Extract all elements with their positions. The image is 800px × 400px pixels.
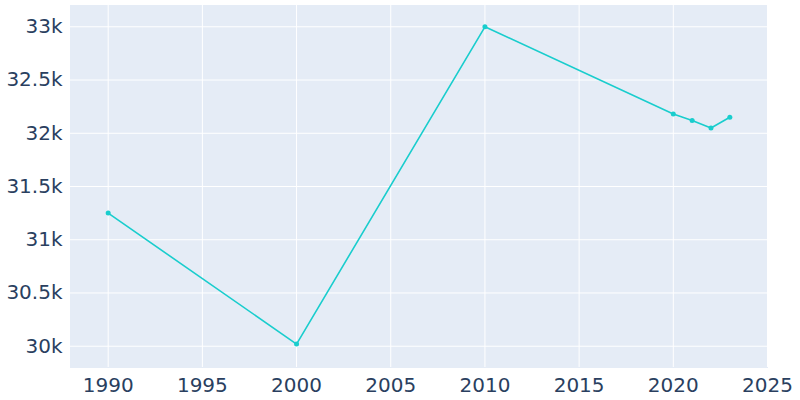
svg-text:31.5k: 31.5k: [6, 174, 63, 198]
svg-text:2000: 2000: [271, 373, 322, 397]
svg-text:1995: 1995: [177, 373, 228, 397]
svg-text:33k: 33k: [25, 14, 62, 38]
svg-text:2010: 2010: [459, 373, 510, 397]
svg-text:32.5k: 32.5k: [6, 67, 63, 91]
svg-text:2020: 2020: [648, 373, 699, 397]
svg-text:2025: 2025: [742, 373, 793, 397]
svg-text:30.5k: 30.5k: [6, 280, 63, 304]
svg-text:2015: 2015: [554, 373, 605, 397]
svg-text:1990: 1990: [83, 373, 134, 397]
svg-text:31k: 31k: [25, 227, 62, 251]
svg-text:2005: 2005: [365, 373, 416, 397]
svg-text:32k: 32k: [25, 121, 62, 145]
svg-text:30k: 30k: [25, 334, 62, 358]
